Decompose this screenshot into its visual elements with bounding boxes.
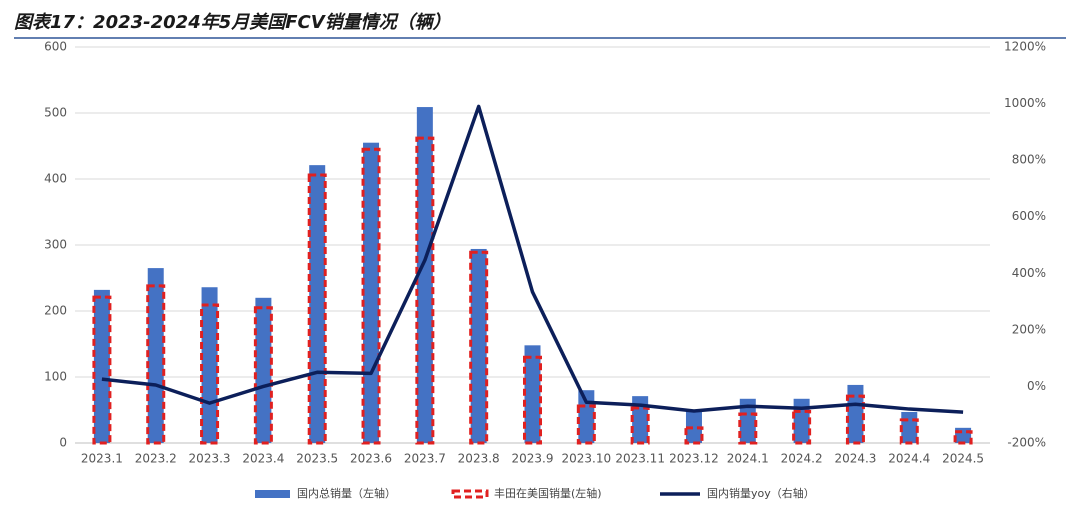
- x-tick-label: 2024.1: [727, 452, 769, 466]
- y-tick-label: 0: [59, 436, 67, 450]
- x-tick-label: 2023.1: [81, 452, 123, 466]
- bar: [147, 268, 164, 443]
- x-tick-label: 2024.2: [781, 452, 823, 466]
- bar: [93, 289, 110, 443]
- dashed-bar: [253, 306, 273, 445]
- bar: [578, 390, 595, 443]
- y2-tick-label: 800%: [1012, 153, 1046, 167]
- dashed-bar: [899, 418, 919, 445]
- y-tick-label: 400: [44, 172, 67, 186]
- bar: [201, 287, 218, 443]
- y2-tick-label: 1200%: [1004, 40, 1046, 54]
- x-tick-label: 2024.3: [834, 452, 876, 466]
- dashed-bar: [146, 284, 166, 445]
- legend-label: 国内销量yoy（右轴）: [707, 486, 815, 500]
- bar: [255, 297, 272, 443]
- dashed-bar: [576, 404, 596, 445]
- x-tick-label: 2023.3: [189, 452, 231, 466]
- legend-label: 丰田在美国销量(左轴): [494, 486, 602, 500]
- x-tick-label: 2023.10: [562, 452, 612, 466]
- x-tick-label: 2023.8: [458, 452, 500, 466]
- legend-swatch: [255, 490, 290, 498]
- bar: [524, 345, 541, 443]
- dashed-bar: [523, 355, 542, 445]
- bar: [363, 142, 380, 443]
- dashed-bar: [953, 430, 973, 445]
- x-tick-label: 2023.2: [135, 452, 177, 466]
- x-tick-label: 2023.4: [242, 452, 284, 466]
- x-tick-label: 2024.4: [888, 452, 930, 466]
- x-tick-label: 2023.7: [404, 452, 446, 466]
- y2-tick-label: 0%: [1027, 379, 1046, 393]
- y2-tick-label: 400%: [1012, 266, 1046, 280]
- y-tick-label: 100: [44, 370, 67, 384]
- legend-swatch: [451, 489, 489, 499]
- bar: [955, 427, 972, 443]
- legend-label: 国内总销量（左轴）: [297, 486, 396, 500]
- dashed-bar: [630, 406, 650, 445]
- dashed-bar: [307, 173, 327, 445]
- bar: [793, 398, 810, 443]
- x-tick-label: 2023.12: [669, 452, 719, 466]
- bar: [739, 398, 756, 443]
- y2-tick-label: -200%: [1007, 436, 1046, 450]
- x-tick-label: 2023.9: [512, 452, 554, 466]
- bar: [309, 165, 326, 443]
- dashed-bar: [684, 426, 704, 445]
- chart-title: 图表17：2023-2024年5月美国FCV销量情况（辆）: [14, 12, 451, 33]
- dashed-bar: [469, 250, 489, 445]
- bar: [901, 411, 918, 443]
- dashed-bar: [792, 409, 812, 445]
- x-tick-label: 2023.6: [350, 452, 392, 466]
- dashed-bar: [845, 394, 865, 445]
- line: [101, 104, 964, 414]
- bar: [416, 107, 433, 443]
- y-tick-label: 500: [44, 106, 67, 120]
- bar: [685, 410, 702, 443]
- y2-tick-label: 600%: [1012, 209, 1046, 223]
- bar: [847, 384, 864, 443]
- y2-tick-label: 1000%: [1004, 96, 1046, 110]
- x-tick-label: 2023.5: [296, 452, 338, 466]
- y2-tick-label: 200%: [1012, 322, 1046, 336]
- bar: [470, 248, 487, 443]
- y-tick-label: 600: [44, 40, 67, 54]
- dashed-bar: [415, 136, 435, 445]
- x-tick-label: 2023.11: [615, 452, 665, 466]
- x-tick-label: 2024.5: [942, 452, 984, 466]
- y-tick-label: 200: [44, 304, 67, 318]
- dashed-bar: [92, 295, 112, 445]
- y-tick-label: 300: [44, 238, 67, 252]
